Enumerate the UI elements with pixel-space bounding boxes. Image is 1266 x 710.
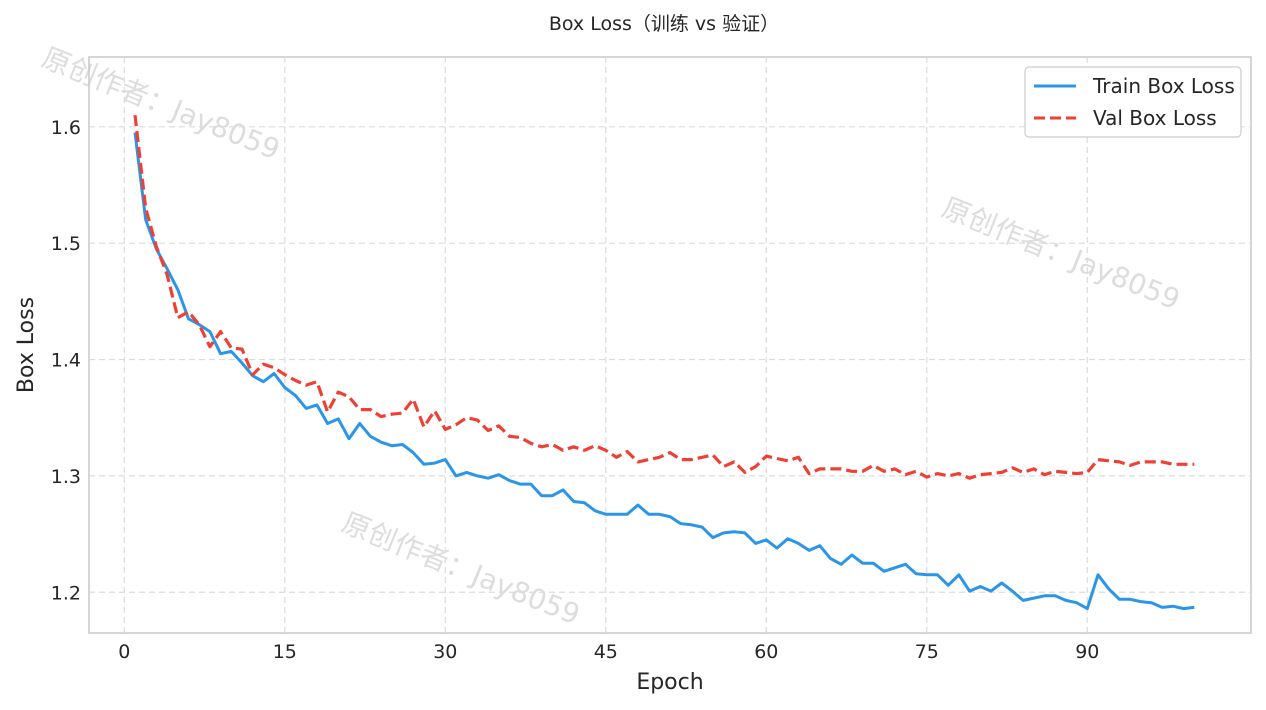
y-tick-label: 1.2	[51, 582, 81, 604]
legend: Train Box Loss Val Box Loss	[1024, 66, 1242, 138]
x-tick-label: 75	[915, 641, 939, 663]
grid	[89, 57, 1251, 633]
x-axis-label: Epoch	[636, 670, 703, 695]
x-tick-label: 60	[754, 641, 778, 663]
y-tick-label: 1.5	[51, 233, 81, 255]
legend-box	[1024, 66, 1242, 138]
watermarks: 原创作者：Jay8059 原创作者：Jay8059 原创作者：Jay8059	[37, 41, 1184, 631]
y-tick-label: 1.4	[51, 350, 81, 372]
x-tick-label: 45	[594, 641, 618, 663]
x-axis-ticks: 0 15 30 45 60 75 90	[118, 641, 1099, 663]
watermark: 原创作者：Jay8059	[37, 41, 284, 166]
watermark: 原创作者：Jay8059	[937, 191, 1184, 316]
x-tick-label: 0	[118, 641, 130, 663]
legend-label: Val Box Loss	[1093, 106, 1217, 130]
x-tick-label: 90	[1075, 641, 1099, 663]
plot-area	[88, 56, 1252, 634]
series-line-val	[133, 115, 1195, 480]
y-axis-label: Box Loss	[14, 297, 39, 393]
y-axis-ticks: 1.2 1.3 1.4 1.5 1.6	[51, 117, 81, 604]
y-tick-label: 1.3	[51, 466, 81, 488]
x-tick-label: 30	[433, 641, 457, 663]
y-tick-label: 1.6	[51, 117, 81, 139]
chart-title: Box Loss（训练 vs 验证）	[549, 13, 779, 35]
x-tick-label: 15	[273, 641, 297, 663]
series-layer	[133, 115, 1195, 611]
legend-label: Train Box Loss	[1092, 74, 1235, 98]
series-line-train	[133, 132, 1195, 611]
watermark: 原创作者：Jay8059	[337, 506, 584, 631]
